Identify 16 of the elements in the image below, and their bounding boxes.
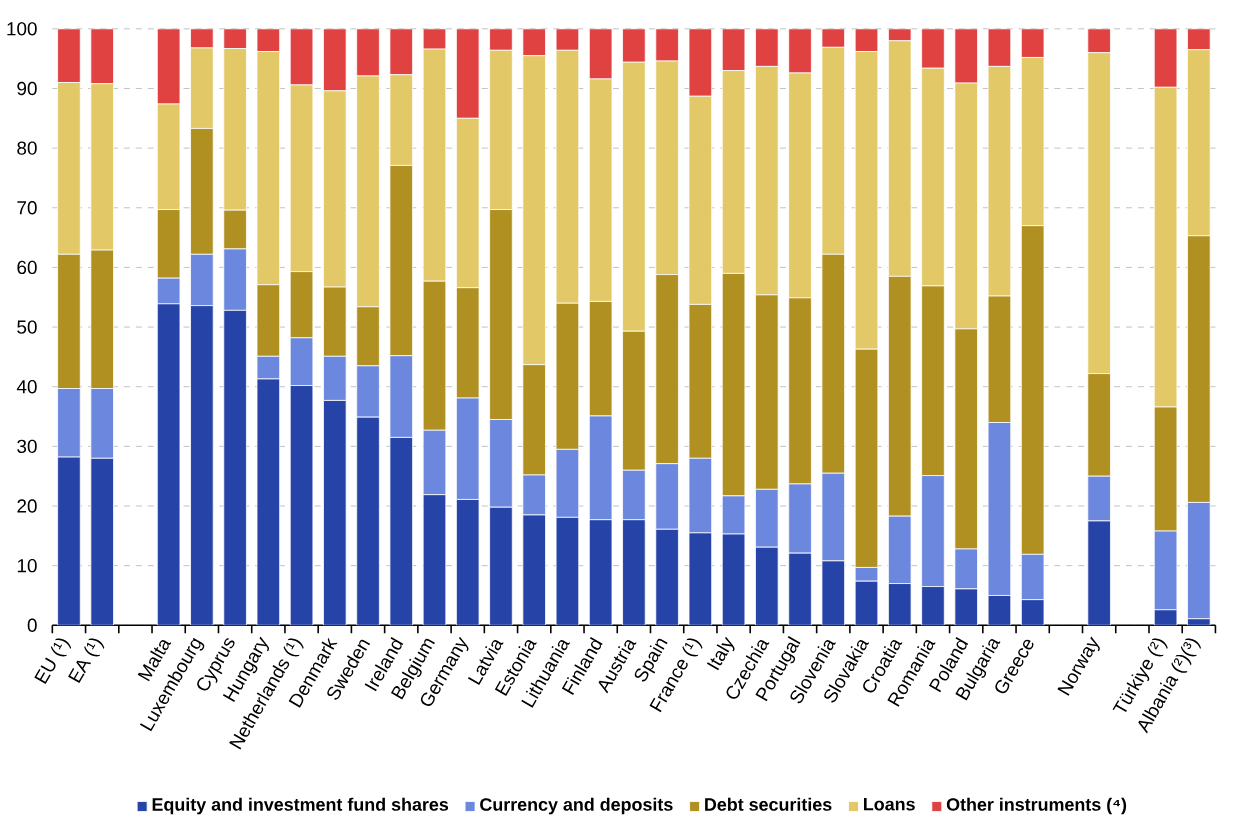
legend-label: Debt securities	[705, 797, 832, 811]
legend-label: Loans	[864, 797, 915, 811]
legend-label: Currency and deposits	[480, 797, 673, 815]
y-tick-label: 30	[17, 439, 37, 453]
y-tick-label: 100	[7, 22, 37, 36]
y-tick-label: 0	[27, 618, 37, 632]
legend-label: Other instruments (⁴)	[946, 797, 1127, 815]
y-tick-label: 70	[17, 200, 37, 215]
y-tick-label: 80	[17, 141, 37, 155]
y-tick-label: 60	[17, 260, 37, 274]
y-tick-label: 40	[16, 379, 37, 394]
y-tick-label: 50	[17, 320, 37, 334]
y-tick-label: 90	[17, 81, 37, 96]
y-tick-label: 20	[17, 499, 37, 513]
y-tick-label: 10	[17, 558, 37, 573]
legend-label: Equity and investment fund shares	[152, 797, 449, 815]
